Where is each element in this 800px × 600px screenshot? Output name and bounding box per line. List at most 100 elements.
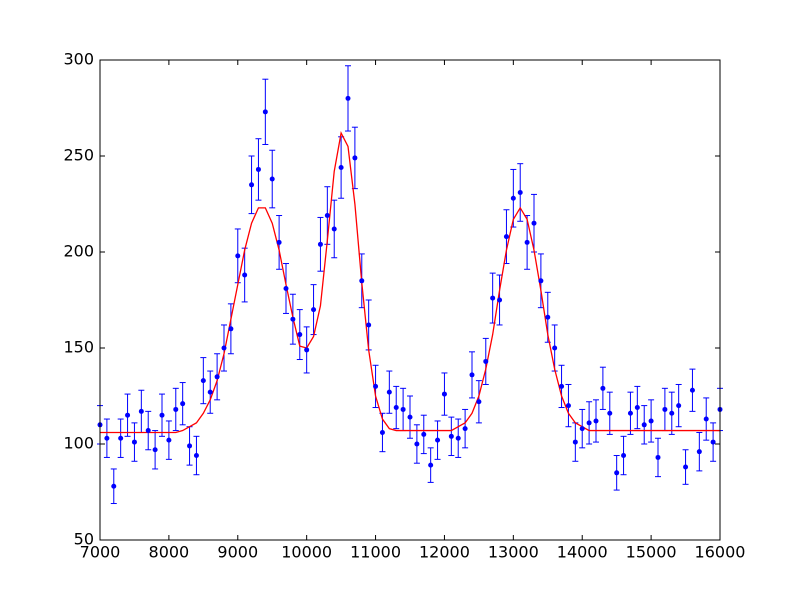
x-tick-label: 12000 bbox=[419, 543, 470, 562]
data-point bbox=[683, 464, 689, 470]
axes-frame bbox=[99, 59, 721, 541]
data-point bbox=[242, 272, 248, 278]
x-tick-label: 8000 bbox=[149, 543, 190, 562]
data-point bbox=[469, 372, 475, 378]
data-point bbox=[545, 314, 551, 320]
data-point bbox=[538, 278, 544, 284]
data-point bbox=[269, 176, 275, 182]
data-point bbox=[414, 441, 420, 447]
data-point bbox=[159, 412, 165, 418]
x-tick-label: 9000 bbox=[217, 543, 258, 562]
data-point bbox=[352, 155, 358, 161]
data-point bbox=[441, 391, 447, 397]
data-point bbox=[600, 385, 606, 391]
data-point bbox=[517, 189, 523, 195]
y-tick-label: 300 bbox=[63, 50, 94, 69]
data-point bbox=[676, 403, 682, 409]
data-point bbox=[448, 433, 454, 439]
data-point bbox=[180, 401, 186, 407]
data-point bbox=[125, 412, 131, 418]
data-point bbox=[173, 406, 179, 412]
data-point bbox=[193, 453, 199, 459]
data-point bbox=[634, 405, 640, 411]
data-point bbox=[689, 387, 695, 393]
data-point bbox=[669, 410, 675, 416]
data-point bbox=[145, 428, 151, 434]
data-point bbox=[490, 295, 496, 301]
data-point bbox=[531, 220, 537, 226]
data-point bbox=[228, 326, 234, 332]
x-tick-label: 11000 bbox=[350, 543, 401, 562]
data-point bbox=[710, 439, 716, 445]
data-point bbox=[552, 345, 558, 351]
data-point bbox=[200, 378, 206, 384]
data-point bbox=[304, 347, 310, 353]
data-point bbox=[655, 454, 661, 460]
data-point bbox=[366, 322, 372, 328]
data-point bbox=[393, 405, 399, 411]
data-point bbox=[565, 403, 571, 409]
data-point bbox=[586, 420, 592, 426]
data-point bbox=[249, 182, 255, 188]
data-point bbox=[696, 449, 702, 455]
data-point bbox=[207, 389, 213, 395]
data-point bbox=[572, 439, 578, 445]
y-tick-label: 200 bbox=[63, 242, 94, 261]
data-point bbox=[235, 253, 241, 259]
data-point bbox=[311, 307, 317, 313]
data-point bbox=[421, 431, 427, 437]
data-point bbox=[483, 358, 489, 364]
data-point bbox=[166, 437, 172, 443]
y-tick-label: 50 bbox=[74, 530, 94, 549]
data-point bbox=[221, 345, 227, 351]
data-point bbox=[276, 239, 282, 245]
data-point bbox=[662, 406, 668, 412]
x-tick-label: 7000 bbox=[80, 543, 121, 562]
data-point bbox=[641, 422, 647, 428]
data-point bbox=[455, 435, 461, 441]
data-point bbox=[131, 439, 137, 445]
data-point bbox=[621, 453, 627, 459]
data-point bbox=[476, 399, 482, 405]
data-point bbox=[386, 389, 392, 395]
data-point bbox=[118, 435, 124, 441]
data-point bbox=[607, 410, 613, 416]
data-point bbox=[648, 418, 654, 424]
data-point bbox=[214, 374, 220, 380]
data-point bbox=[435, 437, 441, 443]
data-point bbox=[428, 462, 434, 468]
data-point bbox=[510, 195, 516, 201]
y-tick-label: 250 bbox=[63, 146, 94, 165]
data-point bbox=[345, 95, 351, 101]
data-point bbox=[297, 332, 303, 338]
x-tick-label: 10000 bbox=[281, 543, 332, 562]
x-tick-label: 15000 bbox=[626, 543, 677, 562]
data-point bbox=[255, 166, 261, 172]
data-point bbox=[359, 278, 365, 284]
data-point bbox=[503, 234, 509, 240]
data-point bbox=[138, 408, 144, 414]
data-point bbox=[627, 410, 633, 416]
y-tick-label: 150 bbox=[63, 338, 94, 357]
data-point bbox=[104, 435, 110, 441]
data-point bbox=[317, 241, 323, 247]
fit-line bbox=[100, 130, 720, 434]
data-point bbox=[703, 416, 709, 422]
data-point bbox=[152, 447, 158, 453]
data-point bbox=[324, 213, 330, 219]
data-point bbox=[524, 239, 530, 245]
y-tick-label: 100 bbox=[63, 434, 94, 453]
data-point bbox=[338, 165, 344, 171]
data-point bbox=[614, 470, 620, 476]
data-point bbox=[559, 383, 565, 389]
data-point bbox=[400, 406, 406, 412]
data-point bbox=[283, 285, 289, 291]
x-tick-label: 16000 bbox=[695, 543, 746, 562]
data-point bbox=[262, 109, 268, 115]
data-point bbox=[497, 297, 503, 303]
data-point bbox=[373, 383, 379, 389]
data-point bbox=[111, 483, 117, 489]
